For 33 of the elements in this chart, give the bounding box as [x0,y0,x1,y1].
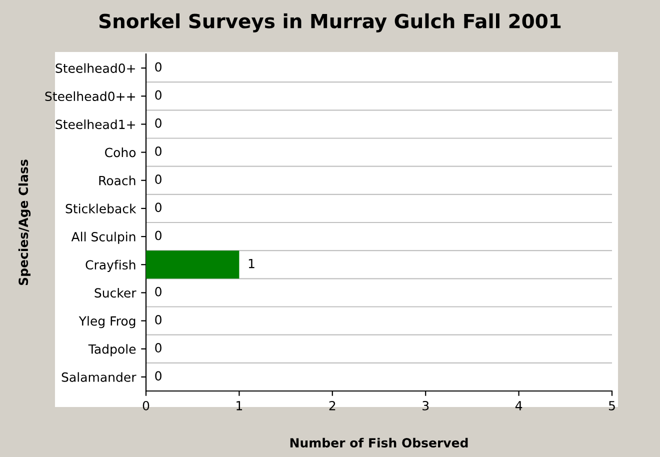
x-axis-title: Number of Fish Observed [290,438,468,448]
data-label: 0 [155,230,162,240]
y-tick-label: Tadpole [88,344,136,356]
y-axis-title: Species/Age Class [18,160,31,286]
x-tick-label: 1 [236,401,242,410]
data-label: 0 [155,174,162,184]
data-label: 0 [155,343,162,352]
y-tick-label: Salamander [62,372,136,382]
data-label: 1 [248,258,254,268]
data-label: 0 [155,202,162,212]
x-tick-label: 2 [329,400,336,410]
y-tick-label: Stickleback [66,204,136,214]
x-tick-label: 5 [608,401,615,410]
x-tick-label: 0 [142,400,150,410]
data-label: 0 [155,286,162,296]
x-tick-label: 4 [515,401,522,410]
chart-title: Snorkel Surveys in Murray Gulch Fall 2001 [99,13,561,32]
y-tick-label: Steelhead0+ [56,63,135,73]
y-tick-label: Crayfish [86,260,136,272]
data-label: 0 [155,62,162,72]
x-tick-label: 3 [422,400,429,410]
data-label: 0 [155,314,162,324]
y-tick-label: All Sculpin [71,232,136,244]
y-tick-label: Coho [105,148,136,158]
data-label: 0 [155,90,162,100]
y-tick-label: Steelhead0++ [45,91,135,102]
y-tick-label: Steelhead1+ [56,119,135,130]
data-label: 0 [155,146,162,156]
data-label: 0 [155,118,162,128]
y-tick-label: Roach [99,176,136,186]
y-tick-label: Sucker [94,288,136,298]
data-label: 0 [155,371,162,381]
y-tick-label: Yleg Frog [78,316,136,328]
